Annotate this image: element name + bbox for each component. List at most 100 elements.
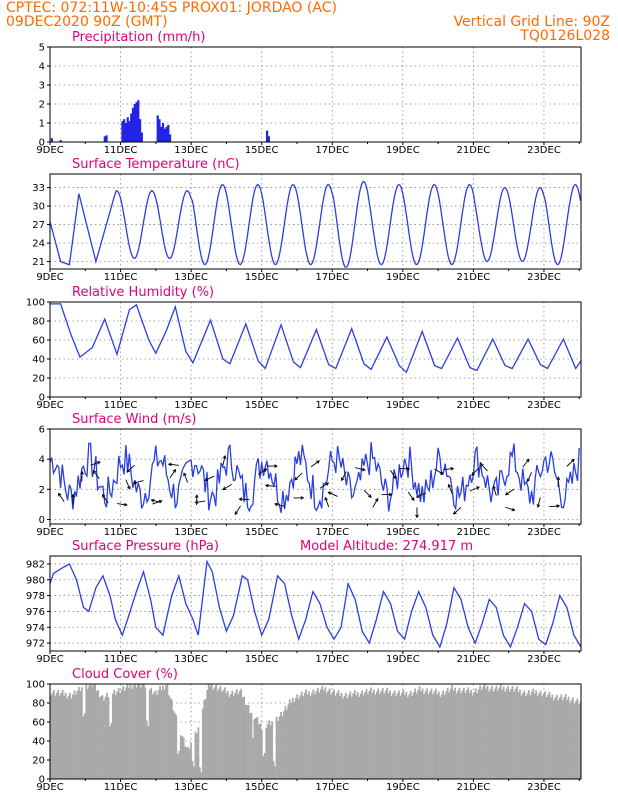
cloud-bar <box>275 716 278 779</box>
y-tick-label: 33 <box>32 183 45 194</box>
header-model: TQ0126L028 <box>519 28 610 44</box>
cloud-bar <box>85 684 88 779</box>
x-tick-label: 17DEC <box>315 400 349 411</box>
cloud-bar <box>188 748 191 779</box>
cloud-bar <box>381 688 384 779</box>
x-tick-label: 21DEC <box>457 400 491 411</box>
cloud-bar <box>266 724 269 779</box>
cloud-bar <box>259 723 262 779</box>
wind-vector-head <box>123 502 128 507</box>
cloud-bar <box>454 687 456 779</box>
y-tick-label: 21 <box>32 257 45 268</box>
wind-vector-head <box>393 475 397 480</box>
cloud-bar <box>63 695 66 779</box>
wind-vector-head <box>526 478 531 483</box>
x-tick-label: 23DEC <box>527 400 561 411</box>
cloud-bar <box>545 697 548 779</box>
y-tick-label: 972 <box>26 639 45 650</box>
cloud-bar <box>200 772 203 779</box>
wind-vector <box>549 505 560 508</box>
cloud-bar <box>463 687 465 779</box>
x-tick-label: 17DEC <box>315 527 349 538</box>
wind-vector-head <box>183 472 187 477</box>
y-tick-label: 976 <box>26 607 45 618</box>
cloud-bar <box>252 737 254 779</box>
cloud-bar <box>548 691 551 779</box>
wind-vector <box>469 486 480 492</box>
wind-vector <box>204 475 215 481</box>
wind-vector-head <box>172 468 177 473</box>
cloud-bar <box>277 720 279 779</box>
cloud-bar <box>533 693 536 779</box>
cloud-bar <box>544 691 546 779</box>
cloud-bar <box>362 695 365 779</box>
precip-bar <box>105 135 108 142</box>
cloud-bar <box>163 689 166 779</box>
cloud-bar <box>501 689 504 779</box>
cloud-bar <box>386 687 389 779</box>
cloud-bar <box>94 684 97 779</box>
cloud-bar <box>349 691 352 779</box>
cloud-bar <box>424 691 427 779</box>
y-tick-label: 5 <box>39 43 45 54</box>
cloud-bar <box>181 736 184 779</box>
cloud-bar <box>532 688 535 779</box>
cloud-bar <box>380 690 383 779</box>
cloud-bar <box>361 690 363 779</box>
cloud-bar <box>353 690 356 779</box>
cloud-bar <box>80 687 83 779</box>
wind-vector <box>324 497 330 508</box>
cloud-bar <box>141 684 144 779</box>
wind-vector-head <box>234 511 239 516</box>
cloud-bar <box>88 685 91 779</box>
x-tick-label: 9DEC <box>36 145 63 156</box>
y-tick-label: 1 <box>39 119 45 130</box>
precip-bar <box>126 117 129 142</box>
plot-frame <box>49 301 582 398</box>
wind-vector-head <box>492 485 496 490</box>
cloud-bar <box>436 694 439 779</box>
precip-bar <box>165 126 168 142</box>
cloud-bar <box>166 684 169 779</box>
wind-vector <box>480 463 488 472</box>
wind-vector-head <box>127 485 131 490</box>
cloud-bar <box>529 695 532 779</box>
cloud-bar <box>79 691 82 779</box>
wind-vector-head <box>450 466 455 471</box>
precip-bar <box>128 121 131 142</box>
cloud-bar <box>191 760 194 779</box>
x-tick-label: 21DEC <box>457 527 491 538</box>
x-tick-label: 15DEC <box>245 400 279 411</box>
cloud-bar <box>147 725 150 779</box>
cloud-bar <box>207 684 210 779</box>
cloud-bar <box>434 688 437 779</box>
cloud-bar <box>290 702 293 779</box>
wind-vector-head <box>101 493 106 498</box>
cloud-bar <box>172 710 175 779</box>
cloud-bar <box>558 697 561 779</box>
y-tick-label: 0 <box>39 775 45 786</box>
wind-vector <box>265 485 276 487</box>
cloud-bar <box>227 690 229 779</box>
precip-bar <box>267 136 270 142</box>
cloud-bar <box>359 693 362 779</box>
cloud-bar <box>464 693 467 779</box>
wind-vector-head <box>368 494 372 498</box>
y-tick-label: 27 <box>32 220 45 231</box>
wind-vector <box>527 472 533 482</box>
header-station-line: CPTEC: 072:11W-10:45S PROX01: JORDAO (AC… <box>6 0 337 16</box>
precip-bar <box>265 130 269 142</box>
wind-vector <box>222 455 226 466</box>
wind-vector <box>294 472 303 481</box>
wind-vector <box>222 483 232 490</box>
x-tick-label: 13DEC <box>174 272 208 283</box>
cloud-bar <box>269 725 272 779</box>
cloud-bar <box>417 689 420 779</box>
cloud-bar <box>409 690 412 779</box>
cloud-bar <box>116 691 119 779</box>
wind-vector <box>319 482 329 489</box>
x-tick-label: 15DEC <box>245 654 279 665</box>
cloud-bar <box>520 695 523 779</box>
cloud-bar <box>244 705 247 779</box>
x-tick-label: 9DEC <box>36 654 63 665</box>
